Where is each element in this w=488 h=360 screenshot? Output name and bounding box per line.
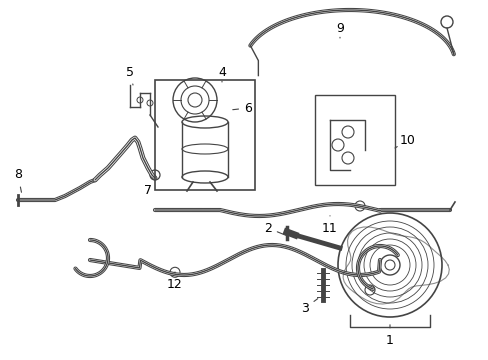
Bar bbox=[314, 95, 394, 185]
Text: 9: 9 bbox=[335, 22, 343, 38]
Text: 7: 7 bbox=[143, 178, 153, 197]
Text: 11: 11 bbox=[322, 216, 337, 234]
Text: 2: 2 bbox=[264, 221, 287, 236]
Text: 10: 10 bbox=[394, 134, 415, 148]
Text: 8: 8 bbox=[14, 168, 22, 192]
Text: 6: 6 bbox=[232, 102, 251, 114]
Text: 3: 3 bbox=[301, 299, 317, 315]
Text: 12: 12 bbox=[167, 272, 183, 292]
Text: 5: 5 bbox=[126, 66, 134, 85]
Text: 4: 4 bbox=[218, 66, 225, 82]
Bar bbox=[155, 80, 254, 190]
Text: 1: 1 bbox=[385, 325, 393, 346]
